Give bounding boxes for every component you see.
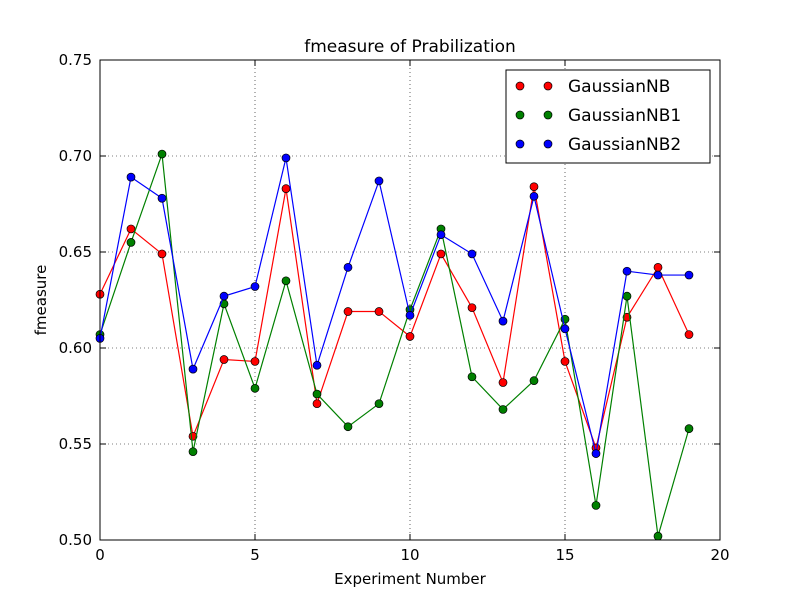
data-point bbox=[529, 376, 539, 385]
x-axis-label: Experiment Number bbox=[334, 570, 487, 588]
y-tick-label: 0.50 bbox=[59, 531, 92, 549]
legend-label: GaussianNB2 bbox=[568, 135, 681, 155]
x-tick-label: 0 bbox=[95, 546, 105, 564]
x-tick-label: 15 bbox=[555, 546, 574, 564]
chart-title: fmeasure of Prabilization bbox=[304, 37, 516, 57]
data-point bbox=[467, 249, 477, 259]
data-point bbox=[684, 270, 694, 280]
data-point bbox=[219, 355, 229, 364]
data-point bbox=[343, 422, 353, 432]
y-tick-label: 0.70 bbox=[59, 147, 92, 165]
y-axis-label: fmeasure bbox=[32, 265, 50, 336]
data-point bbox=[219, 291, 229, 301]
data-point bbox=[684, 330, 694, 339]
data-point bbox=[126, 238, 136, 247]
legend-marker bbox=[543, 139, 553, 149]
legend-marker bbox=[543, 81, 553, 91]
data-point bbox=[467, 372, 477, 382]
data-point bbox=[312, 399, 322, 409]
data-point bbox=[312, 360, 322, 370]
legend-label: GaussianNB1 bbox=[568, 106, 681, 126]
data-point bbox=[622, 266, 632, 276]
data-point bbox=[622, 291, 632, 301]
y-tick-label: 0.55 bbox=[59, 435, 92, 453]
data-point bbox=[126, 172, 136, 182]
data-point bbox=[529, 182, 539, 192]
legend-box bbox=[505, 69, 711, 164]
data-point bbox=[250, 357, 260, 366]
data-point bbox=[436, 230, 446, 240]
data-point bbox=[436, 249, 446, 259]
data-point bbox=[498, 405, 508, 414]
data-point bbox=[374, 307, 384, 316]
legend-marker bbox=[515, 110, 525, 120]
data-point bbox=[529, 191, 539, 201]
x-tick-label: 5 bbox=[250, 546, 260, 564]
data-point bbox=[591, 501, 601, 510]
data-point bbox=[653, 531, 663, 541]
data-point bbox=[653, 270, 663, 280]
series-GaussianNB2 bbox=[95, 153, 694, 458]
data-point bbox=[467, 303, 477, 313]
data-point bbox=[281, 276, 291, 286]
x-tick-label: 10 bbox=[400, 546, 419, 564]
data-point bbox=[343, 263, 353, 272]
y-tick-label: 0.75 bbox=[59, 51, 92, 69]
legend-marker bbox=[543, 110, 553, 120]
data-point bbox=[343, 307, 353, 316]
data-point bbox=[560, 357, 570, 366]
data-point bbox=[498, 316, 508, 326]
data-point bbox=[281, 184, 291, 193]
data-point bbox=[126, 224, 136, 234]
data-point bbox=[405, 311, 415, 320]
data-point bbox=[498, 378, 508, 387]
data-point bbox=[374, 399, 384, 409]
legend-marker bbox=[515, 81, 525, 91]
data-point bbox=[312, 389, 322, 399]
legend: GaussianNB GaussianNB1 GaussianNB2 bbox=[505, 69, 711, 164]
data-point bbox=[591, 449, 601, 458]
data-point bbox=[560, 324, 570, 334]
legend-label: GaussianNB bbox=[568, 77, 670, 97]
series-line bbox=[99, 153, 690, 537]
data-point bbox=[653, 263, 663, 272]
y-tick-label: 0.60 bbox=[59, 339, 92, 357]
data-point bbox=[188, 364, 198, 374]
legend-marker bbox=[515, 139, 525, 149]
x-tick-label: 20 bbox=[710, 546, 729, 564]
data-point bbox=[157, 193, 167, 203]
ticks: 0 5 10 15 20 0.50 0.55 0.60 0.65 0.70 0.75 bbox=[59, 51, 730, 564]
series-layer bbox=[95, 149, 694, 541]
data-point bbox=[157, 249, 167, 259]
data-point bbox=[250, 282, 260, 291]
data-point bbox=[281, 153, 291, 163]
data-point bbox=[405, 332, 415, 341]
data-point bbox=[374, 176, 384, 186]
data-point bbox=[157, 149, 167, 159]
data-point bbox=[188, 447, 198, 457]
data-point bbox=[684, 424, 694, 433]
data-point bbox=[250, 383, 260, 393]
y-tick-label: 0.65 bbox=[59, 243, 92, 261]
series-line bbox=[99, 157, 689, 454]
